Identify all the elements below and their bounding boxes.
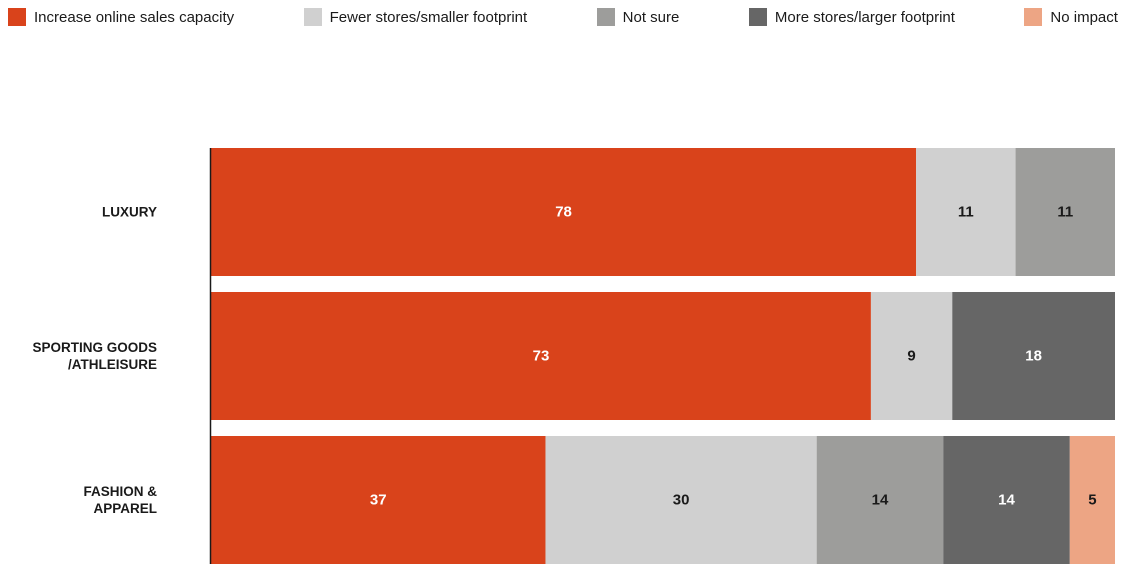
data-label: 11 — [1057, 204, 1073, 221]
legend-swatch — [596, 8, 615, 26]
legend-item: No impact — [1024, 8, 1118, 26]
bar-segment — [1069, 436, 1115, 564]
legend-label: No impact — [1050, 8, 1118, 26]
data-label: 11 — [958, 204, 974, 221]
legend-swatch — [8, 8, 26, 26]
data-label: 73 — [533, 348, 550, 365]
category-label: /ATHLEISURE — [68, 357, 157, 372]
bar-segment — [943, 436, 1070, 564]
legend-label: Increase online sales capacity — [34, 8, 235, 26]
bar-segment — [211, 148, 917, 276]
legend-swatch — [303, 8, 322, 26]
legend-swatch — [1024, 8, 1043, 26]
category-label: LUXURY — [102, 205, 157, 220]
legend-item: Increase online sales capacity — [8, 8, 234, 26]
legend-item: More stores/larger footprint — [748, 8, 955, 26]
legend-label: Not sure — [622, 8, 680, 26]
legend-label: Fewer stores/smaller footprint — [329, 8, 528, 26]
data-label: 14 — [998, 492, 1015, 509]
legend-item: Fewer stores/smaller footprint — [303, 8, 528, 26]
category-label: SPORTING GOODS — [32, 340, 157, 355]
legend-label: More stores/larger footprint — [774, 8, 955, 26]
data-label: 14 — [872, 492, 889, 509]
data-label: 9 — [907, 348, 915, 365]
bar-segment — [952, 292, 1115, 420]
bar-segment — [1015, 148, 1115, 276]
category-label: FASHION & — [83, 484, 157, 499]
category-label: APPAREL — [93, 501, 157, 516]
legend-item: Not sure — [596, 8, 680, 26]
legend-swatch — [748, 8, 767, 26]
legend: Increase online sales capacity Fewer stor… — [8, 6, 1118, 28]
bar-segment — [816, 436, 944, 564]
bar-segment — [870, 292, 953, 420]
bar-segment — [211, 292, 871, 420]
data-label: 18 — [1025, 348, 1042, 365]
data-label: 5 — [1088, 492, 1096, 509]
data-label: 30 — [673, 492, 690, 509]
bar-segment — [545, 436, 817, 564]
bar-segment — [211, 436, 546, 564]
data-label: 78 — [555, 204, 572, 221]
bar-segment — [916, 148, 1016, 276]
data-label: 37 — [370, 492, 387, 509]
